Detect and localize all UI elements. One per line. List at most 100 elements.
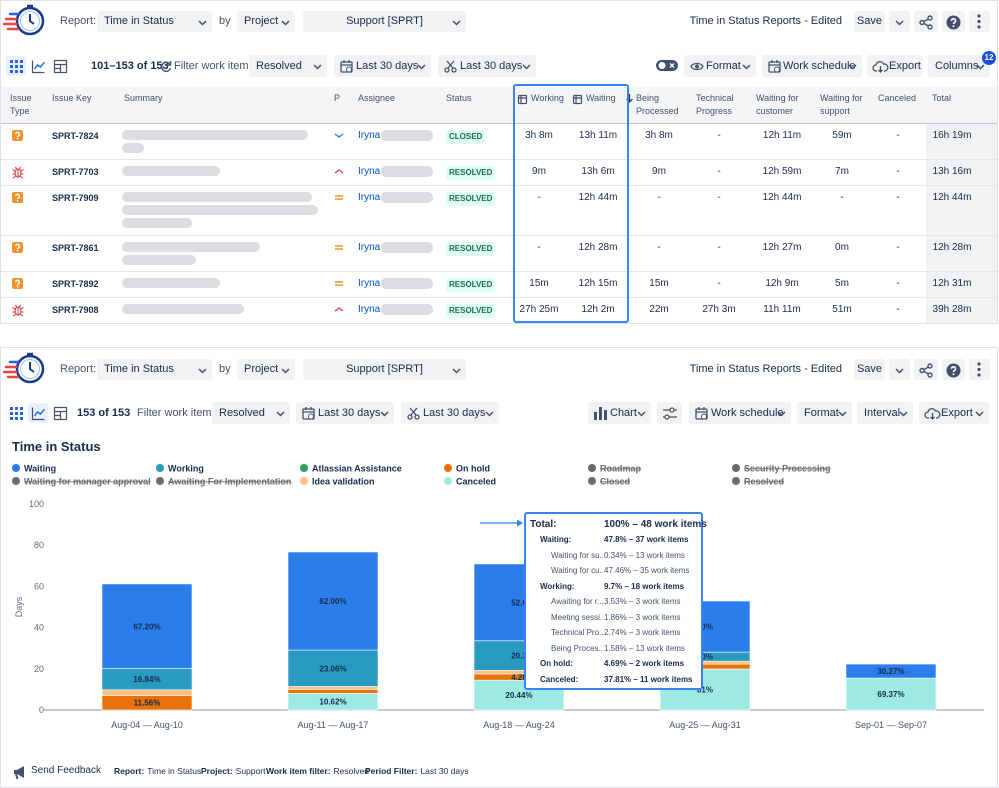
- period-filter[interactable]: Last 30 days: [438, 55, 536, 77]
- save-button[interactable]: Save: [854, 359, 885, 380]
- time-cell: -: [896, 130, 900, 141]
- icon-path: [452, 367, 461, 374]
- icon-rect: [12, 192, 23, 203]
- project-select[interactable]: Support [SPRT]: [303, 359, 466, 380]
- toggle: [656, 60, 678, 71]
- export-button-label: Export: [889, 60, 921, 72]
- assignee-name[interactable]: Iryna: [358, 242, 381, 253]
- interval-button[interactable]: Interval: [857, 402, 913, 424]
- period-select-chevron: [417, 64, 426, 70]
- icon-rect: [14, 59, 18, 63]
- icon-path: [923, 18, 929, 27]
- format-button-chevron: [742, 64, 751, 70]
- report-select[interactable]: Time in Status: [97, 11, 212, 32]
- tooltip-total: 100% – 48 work items: [604, 519, 707, 530]
- filter-select-chevron: [276, 411, 285, 417]
- priority-icon: [334, 133, 344, 138]
- format-button-icon: [690, 62, 704, 70]
- assignee-redacted: [381, 130, 433, 141]
- interval-button-label: Interval: [864, 407, 901, 419]
- settings-button[interactable]: [657, 402, 682, 424]
- help-button[interactable]: [942, 359, 965, 380]
- work-schedule-button[interactable]: Work schedule: [689, 402, 791, 424]
- tooltip-row-value: 47.8% – 37 work items: [604, 535, 689, 544]
- report-select[interactable]: Time in Status: [97, 359, 212, 380]
- export-button[interactable]: Export: [919, 402, 989, 424]
- filter-select[interactable]: Resolved: [212, 402, 290, 424]
- icon-circle: [16, 138, 19, 140]
- more-button[interactable]: [889, 359, 910, 380]
- view-table-button[interactable]: [50, 56, 70, 76]
- saved-report-name: Time in Status Reports - Edited: [689, 363, 842, 375]
- icon-rect: [768, 60, 781, 73]
- summary-redacted: [122, 143, 144, 153]
- icon-circle: [701, 413, 707, 419]
- help-button[interactable]: [942, 11, 965, 32]
- export-button[interactable]: Export: [867, 55, 922, 77]
- footer-item: Report: Time in Status: [114, 765, 201, 777]
- footer-item-value: Support: [235, 766, 266, 776]
- summary-redacted: [122, 255, 196, 265]
- project-select[interactable]: Support [SPRT]: [303, 11, 466, 32]
- group-select[interactable]: Project: [237, 359, 295, 380]
- format-button[interactable]: Format: [684, 55, 756, 77]
- icon-rect: [14, 411, 18, 415]
- tooltip-title: Total:: [530, 519, 557, 530]
- assignee-name[interactable]: Iryna: [358, 192, 381, 203]
- view-line-button[interactable]: [28, 56, 48, 76]
- icon-circle: [919, 19, 925, 26]
- icon-path: [924, 407, 941, 419]
- period-select[interactable]: Last 30 days: [296, 402, 394, 424]
- column-header: Canceled: [878, 93, 917, 103]
- share-button[interactable]: [914, 359, 938, 380]
- filter-select[interactable]: Resolved: [249, 55, 327, 77]
- icon-rect: [14, 64, 18, 68]
- assignee-name[interactable]: Iryna: [358, 304, 381, 315]
- icon-path: [54, 410, 66, 419]
- total-column-bg: [926, 124, 997, 323]
- work-schedule-button[interactable]: Work schedule: [762, 55, 862, 77]
- view-grid-button[interactable]: [6, 56, 26, 76]
- column-group-icon: [517, 94, 528, 105]
- work-schedule-button-chevron: [777, 411, 786, 417]
- icon-rect: [12, 130, 23, 141]
- column-header: Working: [531, 93, 564, 103]
- footer-item: Project: Support: [201, 765, 265, 777]
- assignee-name[interactable]: Iryna: [358, 166, 381, 177]
- assignee-redacted: [381, 304, 433, 315]
- assignee-name[interactable]: Iryna: [358, 130, 381, 141]
- save-button[interactable]: Save: [854, 11, 885, 32]
- icon-circle: [668, 406, 675, 413]
- period-select[interactable]: Last 30 days: [334, 55, 431, 77]
- period-filter[interactable]: Last 30 days: [401, 402, 499, 424]
- format-button-label: Format: [706, 60, 741, 72]
- format-button[interactable]: Format: [797, 402, 852, 424]
- icon-path: [409, 407, 418, 415]
- assignee-name[interactable]: Iryna: [358, 278, 381, 289]
- columns-button[interactable]: Columns: [928, 55, 990, 77]
- more-button[interactable]: [889, 11, 910, 32]
- view-grid-button[interactable]: [6, 403, 26, 423]
- icon-circle: [451, 66, 457, 73]
- status-badge: RESOLVED: [446, 242, 496, 256]
- footer-item-label: Report:: [114, 766, 145, 776]
- period-filter-icon: [407, 407, 420, 420]
- project-select-chevron: [452, 367, 461, 374]
- chart-button[interactable]: Chart: [588, 402, 651, 424]
- table-header-bg: [1, 87, 997, 124]
- view-line-button[interactable]: [28, 403, 48, 423]
- period-select-label: Last 30 days: [318, 407, 381, 419]
- icon-rect: [14, 69, 18, 73]
- group-select[interactable]: Project: [237, 11, 295, 32]
- status-badge: RESOLVED: [446, 278, 496, 292]
- icon-path: [848, 64, 857, 70]
- view-table-button[interactable]: [50, 403, 70, 423]
- icon-rect: [14, 416, 18, 420]
- share-button[interactable]: [914, 11, 938, 32]
- time-cell: -: [896, 304, 900, 315]
- time-cell: -: [896, 278, 900, 289]
- column-header: Issue Type: [10, 93, 32, 116]
- summary-redacted: [122, 278, 220, 288]
- send-feedback[interactable]: Send Feedback: [31, 765, 102, 776]
